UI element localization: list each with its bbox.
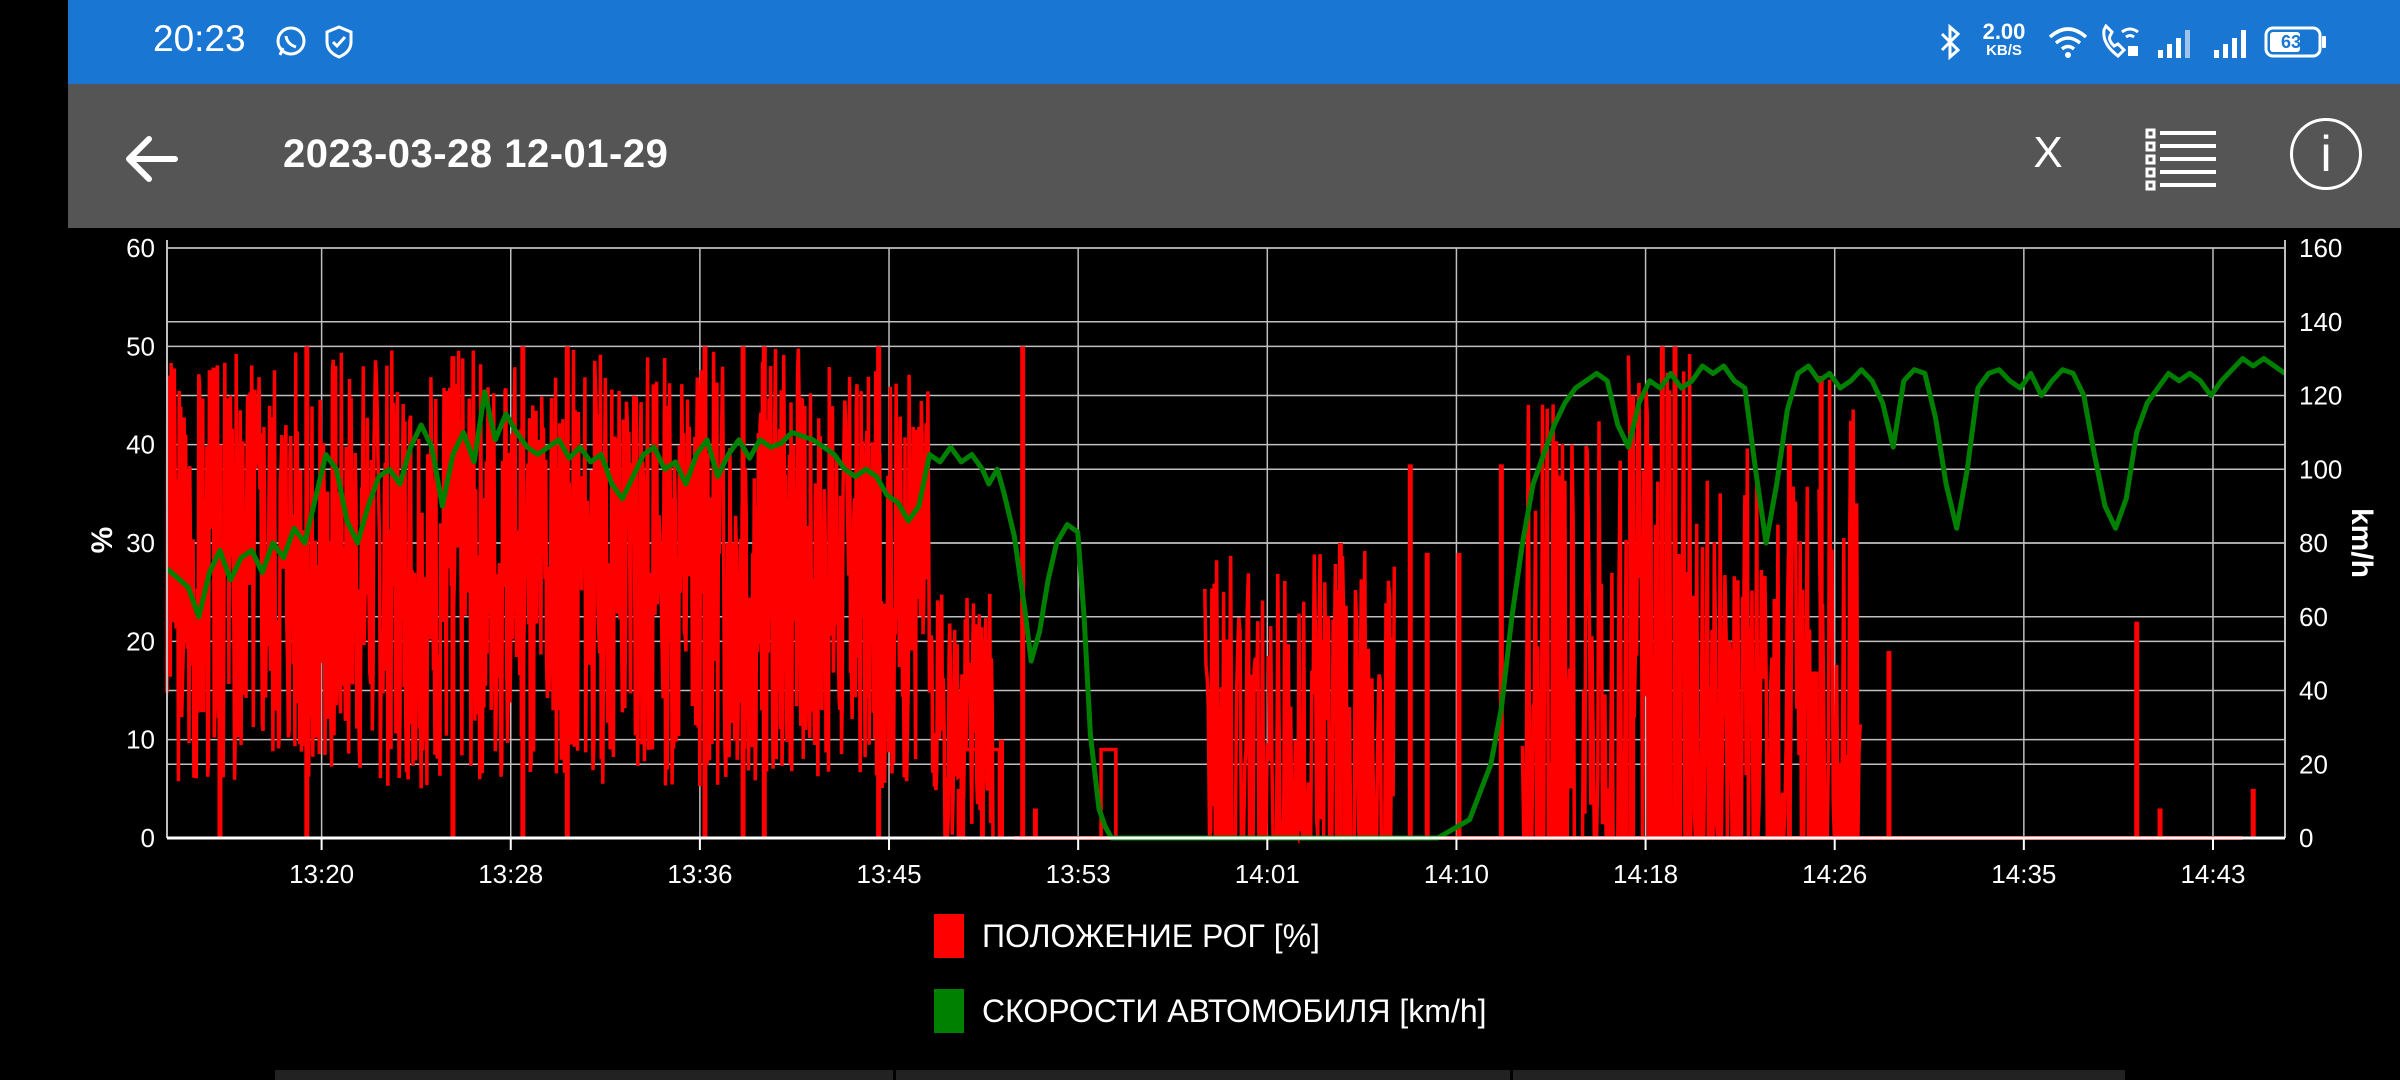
x-tick-label: 14:01 bbox=[1235, 859, 1300, 889]
right-axis-ticks: 0 20 40 60 80 100 120 140 160 bbox=[2299, 233, 2342, 853]
x-tick-label: 13:20 bbox=[289, 859, 354, 889]
left-tick-label: 30 bbox=[126, 528, 155, 558]
horizontal-scrollbar[interactable] bbox=[275, 1070, 2125, 1080]
x-tick-label: 13:36 bbox=[667, 859, 732, 889]
left-tick-label: 20 bbox=[126, 626, 155, 656]
battery-level: 63 bbox=[2280, 31, 2302, 52]
right-axis-label: km/h bbox=[2345, 508, 2378, 578]
signal-icon bbox=[2156, 20, 2192, 64]
list-menu-button[interactable] bbox=[2144, 124, 2220, 192]
whatsapp-icon bbox=[273, 20, 309, 64]
left-tick-label: 50 bbox=[126, 331, 155, 361]
throttle-line-late bbox=[1626, 354, 1693, 840]
throttle-line-late bbox=[1266, 550, 1397, 845]
legend-item-throttle: ПОЛОЖЕНИЕ РОГ [%] bbox=[934, 914, 1320, 958]
x-tick-label: 14:26 bbox=[1802, 859, 1867, 889]
legend-swatch-speed bbox=[934, 989, 964, 1033]
x-tick-label: 14:18 bbox=[1613, 859, 1678, 889]
x-axis-ticks: 13:20 13:28 13:36 13:45 13:53 14:01 14:10 14:18… bbox=[289, 838, 2246, 889]
x-tick-label: 14:10 bbox=[1424, 859, 1489, 889]
left-tick-label: 10 bbox=[126, 725, 155, 755]
wifi-calling-icon bbox=[2098, 20, 2142, 64]
legend-label-throttle: ПОЛОЖЕНИЕ РОГ [%] bbox=[982, 917, 1320, 954]
left-axis-ticks: 0 10 20 30 40 50 60 bbox=[126, 233, 155, 853]
legend-item-speed: СКОРОСТИ АВТОМОБИЛЯ [km/h] bbox=[934, 989, 1487, 1033]
throttle-line-late bbox=[1203, 555, 1269, 840]
battery-icon bbox=[2264, 20, 2328, 64]
x-tick-label: 14:43 bbox=[2180, 859, 2245, 889]
x-tick-label: 13:28 bbox=[478, 859, 543, 889]
bluetooth-icon bbox=[1938, 20, 1962, 64]
x-tick-label: 13:45 bbox=[856, 859, 921, 889]
right-tick-label: 0 bbox=[2299, 823, 2313, 853]
right-tick-label: 40 bbox=[2299, 676, 2328, 706]
network-speed: 2.00 KB/S bbox=[1974, 18, 2034, 62]
info-button[interactable]: i bbox=[2290, 118, 2362, 190]
close-button[interactable]: X bbox=[2033, 128, 2063, 177]
right-tick-label: 120 bbox=[2299, 381, 2342, 411]
back-button[interactable] bbox=[118, 126, 184, 192]
throttle-line-late bbox=[1817, 379, 1862, 840]
wifi-icon bbox=[2048, 20, 2088, 64]
throttle-speed-chart[interactable]: 0 10 20 30 40 50 60 0 20 40 60 80 100 120 140 160 13:2… bbox=[0, 228, 2400, 910]
right-tick-label: 80 bbox=[2299, 528, 2328, 558]
right-tick-label: 140 bbox=[2299, 307, 2342, 337]
app-bar: 2023-03-28 12-01-29 X i bbox=[68, 84, 2400, 228]
left-axis-label: % bbox=[86, 527, 119, 554]
shield-icon bbox=[323, 20, 355, 64]
throttle-series-line bbox=[165, 346, 2256, 845]
page-title: 2023-03-28 12-01-29 bbox=[283, 132, 669, 176]
chart-axes bbox=[166, 240, 2286, 840]
speed-series-line bbox=[165, 356, 2287, 841]
right-tick-label: 160 bbox=[2299, 233, 2342, 263]
list-icon bbox=[2145, 128, 2216, 191]
net-speed-value: 2.00 bbox=[1982, 19, 2026, 44]
legend-swatch-throttle bbox=[934, 914, 964, 958]
right-tick-label: 60 bbox=[2299, 602, 2328, 632]
throttle-plateau bbox=[1099, 747, 1118, 838]
net-speed-unit: KB/S bbox=[1986, 42, 2022, 59]
x-tick-label: 13:53 bbox=[1046, 859, 1111, 889]
status-time: 20:23 bbox=[153, 18, 246, 59]
signal-icon bbox=[2212, 20, 2248, 64]
right-tick-label: 100 bbox=[2299, 454, 2342, 484]
arrow-back-icon bbox=[126, 136, 178, 182]
status-bar: 20:23 2.00 KB/S 63 bbox=[68, 0, 2400, 84]
right-tick-label: 20 bbox=[2299, 749, 2328, 779]
speed-line bbox=[165, 356, 2287, 841]
legend-label-speed: СКОРОСТИ АВТОМОБИЛЯ [km/h] bbox=[982, 992, 1487, 1029]
x-tick-label: 14:35 bbox=[1991, 859, 2056, 889]
left-tick-label: 0 bbox=[141, 823, 155, 853]
screen-edge bbox=[0, 0, 68, 1080]
left-tick-label: 60 bbox=[126, 233, 155, 263]
throttle-line-late bbox=[1690, 448, 1820, 840]
left-tick-label: 40 bbox=[126, 430, 155, 460]
